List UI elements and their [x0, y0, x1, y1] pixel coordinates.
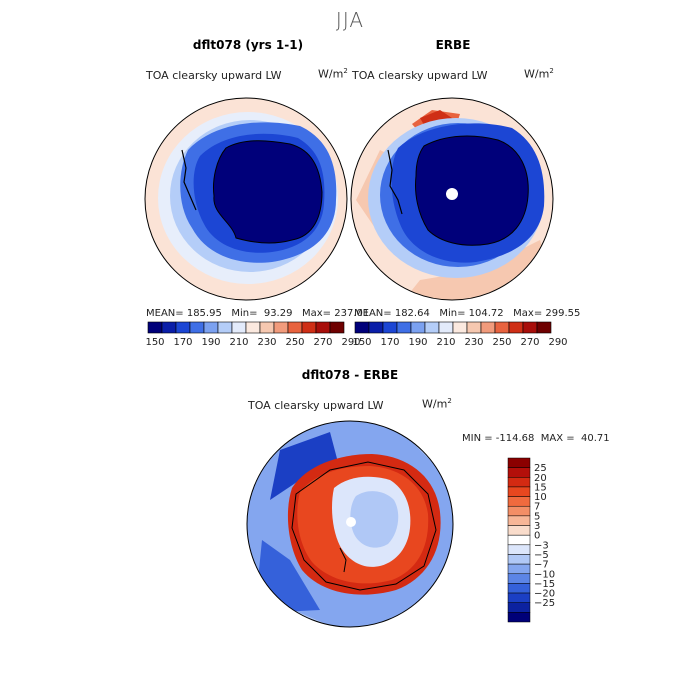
colorbar-diff-tick-label: 7	[534, 502, 540, 513]
colorbar-diff-swatch	[507, 505, 531, 517]
colorbar-model-tick-label: 270	[313, 337, 332, 348]
colorbar-model-swatch	[315, 321, 331, 334]
colorbar-diff-swatch	[507, 496, 531, 507]
colorbar-diff-tick-label: −25	[534, 598, 555, 609]
panel-1-stats: MEAN= 185.95 Min= 93.29 Max= 237.01	[146, 308, 370, 319]
panel-2-variable: TOA clearsky upward LW	[352, 69, 488, 82]
colorbar-erbe-swatch	[536, 321, 552, 334]
colorbar-diff-swatch	[507, 612, 531, 623]
colorbar-erbe-tick-label: 210	[436, 337, 455, 348]
colorbar-erbe-tick-label: 190	[408, 337, 427, 348]
diff-variable: TOA clearsky upward LW	[248, 399, 384, 412]
colorbar-diff-tick-label: −5	[534, 550, 549, 561]
colorbar-erbe-tick-label: 150	[352, 337, 371, 348]
colorbar-model-swatch	[329, 321, 345, 334]
colorbar-model-swatch	[259, 321, 275, 334]
colorbar-erbe-swatch	[452, 321, 468, 334]
colorbar-diff-swatch	[507, 477, 531, 488]
colorbar-model-swatch	[287, 321, 303, 334]
colorbar-diff-swatch	[507, 563, 531, 575]
colorbar-model-swatch	[161, 321, 177, 334]
colorbar-diff-swatch	[507, 544, 531, 555]
colorbar-erbe-swatch	[438, 321, 454, 334]
colorbar-model-swatch	[301, 321, 317, 334]
colorbar-erbe-tick-label: 230	[464, 337, 483, 348]
colorbar-erbe-swatch	[424, 321, 440, 334]
map-erbe	[351, 98, 553, 300]
colorbar-diff-swatch	[507, 534, 531, 546]
diff-minmax: MIN = -114.68 MAX = 40.71	[462, 433, 610, 444]
map-diff	[247, 421, 453, 627]
colorbar-erbe-swatch	[466, 321, 482, 334]
map-model	[145, 98, 347, 300]
colorbar-diff-tick-label: 25	[534, 463, 547, 474]
colorbar-erbe-tick-label: 170	[380, 337, 399, 348]
colorbar-diff-tick-label: 15	[534, 482, 547, 493]
colorbar-diff-tick-label: 5	[534, 511, 540, 522]
colorbar-model-swatch	[175, 321, 191, 334]
colorbar-model-tick-label: 150	[145, 337, 164, 348]
diff-title: dflt078 - ERBE	[301, 368, 399, 382]
colorbar-diff-swatch	[507, 554, 531, 565]
colorbar-model-swatch	[273, 321, 289, 334]
map-erbe-border	[350, 97, 554, 301]
colorbar-model-swatch	[217, 321, 233, 334]
colorbar-diff-tick-label: −10	[534, 569, 555, 580]
colorbar-erbe-swatch	[396, 321, 412, 334]
colorbar-erbe-tick-label: 250	[492, 337, 511, 348]
colorbar-erbe-tick-label: 270	[520, 337, 539, 348]
map-diff-border	[246, 420, 454, 628]
colorbar-erbe-swatch	[480, 321, 496, 334]
diff-units: W/m2	[422, 397, 452, 411]
colorbar-diff-swatch	[507, 515, 531, 526]
colorbar-diff-swatch	[507, 583, 531, 594]
figure-title: JJA	[335, 8, 365, 32]
colorbar-diff-tick-label: −20	[534, 589, 555, 600]
colorbar-diff-swatch	[507, 592, 531, 603]
colorbar-diff-swatch	[507, 467, 531, 478]
colorbar-model-tick-label: 290	[341, 337, 360, 348]
colorbar-erbe-swatch	[494, 321, 510, 334]
colorbar-model-swatch	[147, 321, 163, 334]
colorbar-model-tick-label: 250	[285, 337, 304, 348]
colorbar-diff-swatch	[507, 457, 531, 468]
colorbar-erbe-tick-label: 290	[548, 337, 567, 348]
colorbar-model-swatch	[231, 321, 247, 334]
panel-1-title: dflt078 (yrs 1-1)	[192, 38, 304, 52]
colorbar-model-swatch	[189, 321, 205, 334]
colorbar-erbe-swatch	[410, 321, 426, 334]
map-model-border	[144, 97, 348, 301]
colorbar-erbe-swatch	[368, 321, 384, 334]
panel-1-units: W/m2	[318, 67, 348, 81]
colorbar-diff-tick-label: 3	[534, 521, 540, 532]
colorbar-erbe-swatch	[382, 321, 398, 334]
colorbar-diff-tick-label: 20	[534, 473, 547, 484]
panel-2-title: ERBE	[435, 38, 471, 52]
colorbar-model: 150 170 190 210 230 250 270 290	[145, 321, 361, 348]
colorbar-erbe-swatch	[508, 321, 524, 334]
colorbar-diff-tick-label: −3	[534, 540, 549, 551]
colorbar-model-swatch	[203, 321, 219, 334]
colorbar-model-tick-label: 190	[201, 337, 220, 348]
colorbar-erbe-swatch	[354, 321, 370, 334]
panel-2-stats: MEAN= 182.64 Min= 104.72 Max= 299.55	[354, 308, 581, 319]
colorbar-erbe: 150 170 190 210 230 250 270 290	[352, 321, 568, 348]
colorbar-diff-tick-label: −7	[534, 560, 549, 571]
colorbar-model-tick-label: 170	[173, 337, 192, 348]
colorbar-diff-swatch	[507, 486, 531, 497]
colorbar-diff-swatch	[507, 525, 531, 536]
colorbar-model-tick-label: 230	[257, 337, 276, 348]
colorbar-diff-tick-label: 10	[534, 492, 547, 503]
colorbar-diff-tick-label: −15	[534, 579, 555, 590]
colorbar-model-tick-label: 210	[229, 337, 248, 348]
panel-2-units: W/m2	[524, 67, 554, 81]
colorbar-diff-swatch	[507, 602, 531, 613]
colorbar-diff-tick-label: 0	[534, 531, 540, 542]
colorbar-model-swatch	[245, 321, 261, 334]
colorbar-erbe-swatch	[522, 321, 538, 334]
panel-1-variable: TOA clearsky upward LW	[146, 69, 282, 82]
colorbar-diff-swatch	[507, 573, 531, 584]
